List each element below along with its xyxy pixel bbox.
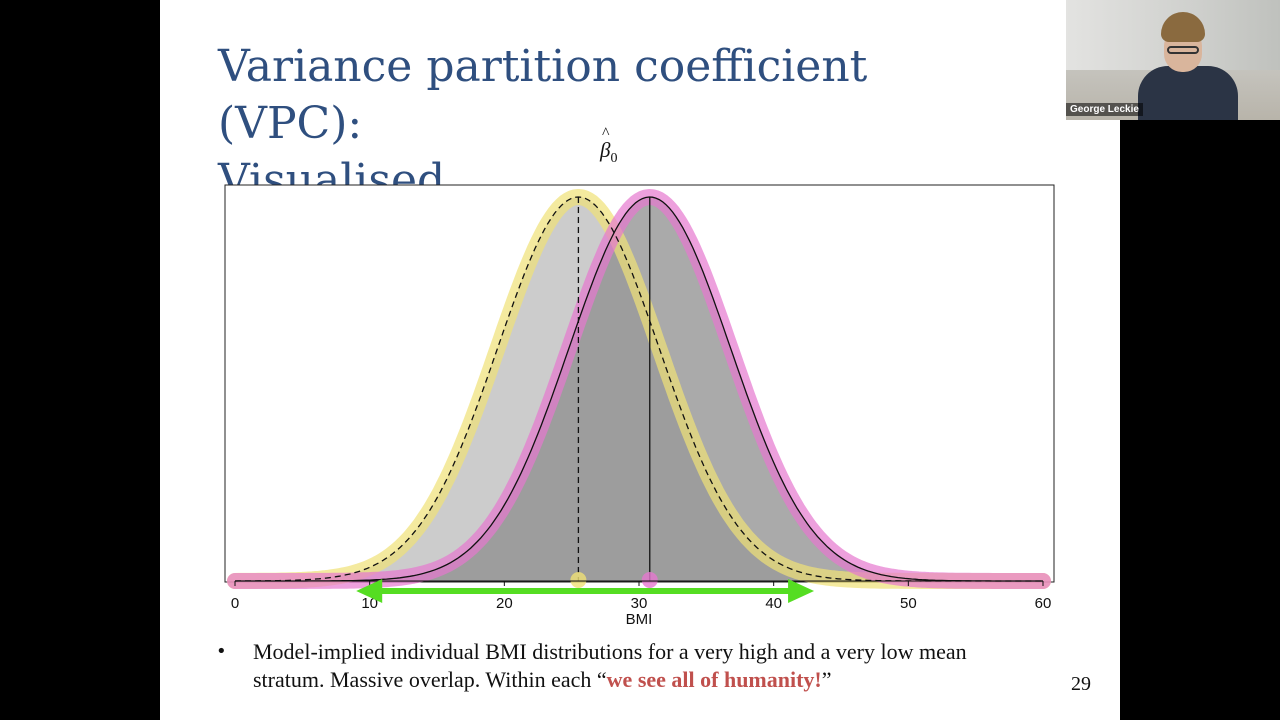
- x-tick-label: 50: [900, 595, 917, 612]
- bullet-main-text: Model-implied individual BMI distributio…: [253, 639, 967, 692]
- x-tick-label: 40: [765, 595, 782, 612]
- x-tick-label: 20: [496, 595, 513, 612]
- bullet-emphasis: we see all of humanity!: [606, 667, 822, 692]
- webcam-video: George Leckie: [1066, 0, 1280, 120]
- x-tick-label: 30: [631, 595, 648, 612]
- slide: Variance partition coefficient (VPC): Vi…: [160, 0, 1120, 720]
- x-tick-label: 10: [361, 595, 378, 612]
- x-axis-title: BMI: [626, 611, 653, 628]
- beta-zero-label: ^ β0: [600, 125, 618, 167]
- density-fill-2: [235, 197, 1043, 581]
- mean-marker-1: [570, 572, 587, 588]
- presenter-hair: [1161, 12, 1205, 42]
- bullet-marker: •: [216, 641, 227, 662]
- bullet-text: Model-implied individual BMI distributio…: [253, 638, 1016, 694]
- x-tick-label: 0: [231, 595, 239, 612]
- title-line-1: Variance partition coefficient (VPC):: [218, 41, 868, 149]
- webcam-name-label: George Leckie: [1066, 103, 1143, 116]
- arrow-head-right: [788, 579, 815, 603]
- arrow-head-left: [356, 579, 383, 603]
- presenter-glasses: [1167, 46, 1199, 54]
- beta-hat-accent: ^: [602, 125, 610, 142]
- beta-subscript: 0: [610, 151, 618, 166]
- bmi-density-chart: 0 10 20 30 40 50 60 BMI: [224, 184, 1055, 628]
- page-number: 29: [1071, 673, 1091, 695]
- x-tick-label: 60: [1035, 595, 1052, 612]
- beta-symbol: β: [600, 138, 611, 162]
- bullet-point: • Model-implied individual BMI distribut…: [216, 638, 1016, 694]
- density-curve-2: [235, 196, 1043, 582]
- mean-marker-2: [641, 572, 658, 588]
- bullet-closing-quote: ”: [821, 667, 832, 692]
- slide-title: Variance partition coefficient (VPC): Vi…: [218, 38, 1018, 209]
- presenter-body: [1138, 66, 1238, 120]
